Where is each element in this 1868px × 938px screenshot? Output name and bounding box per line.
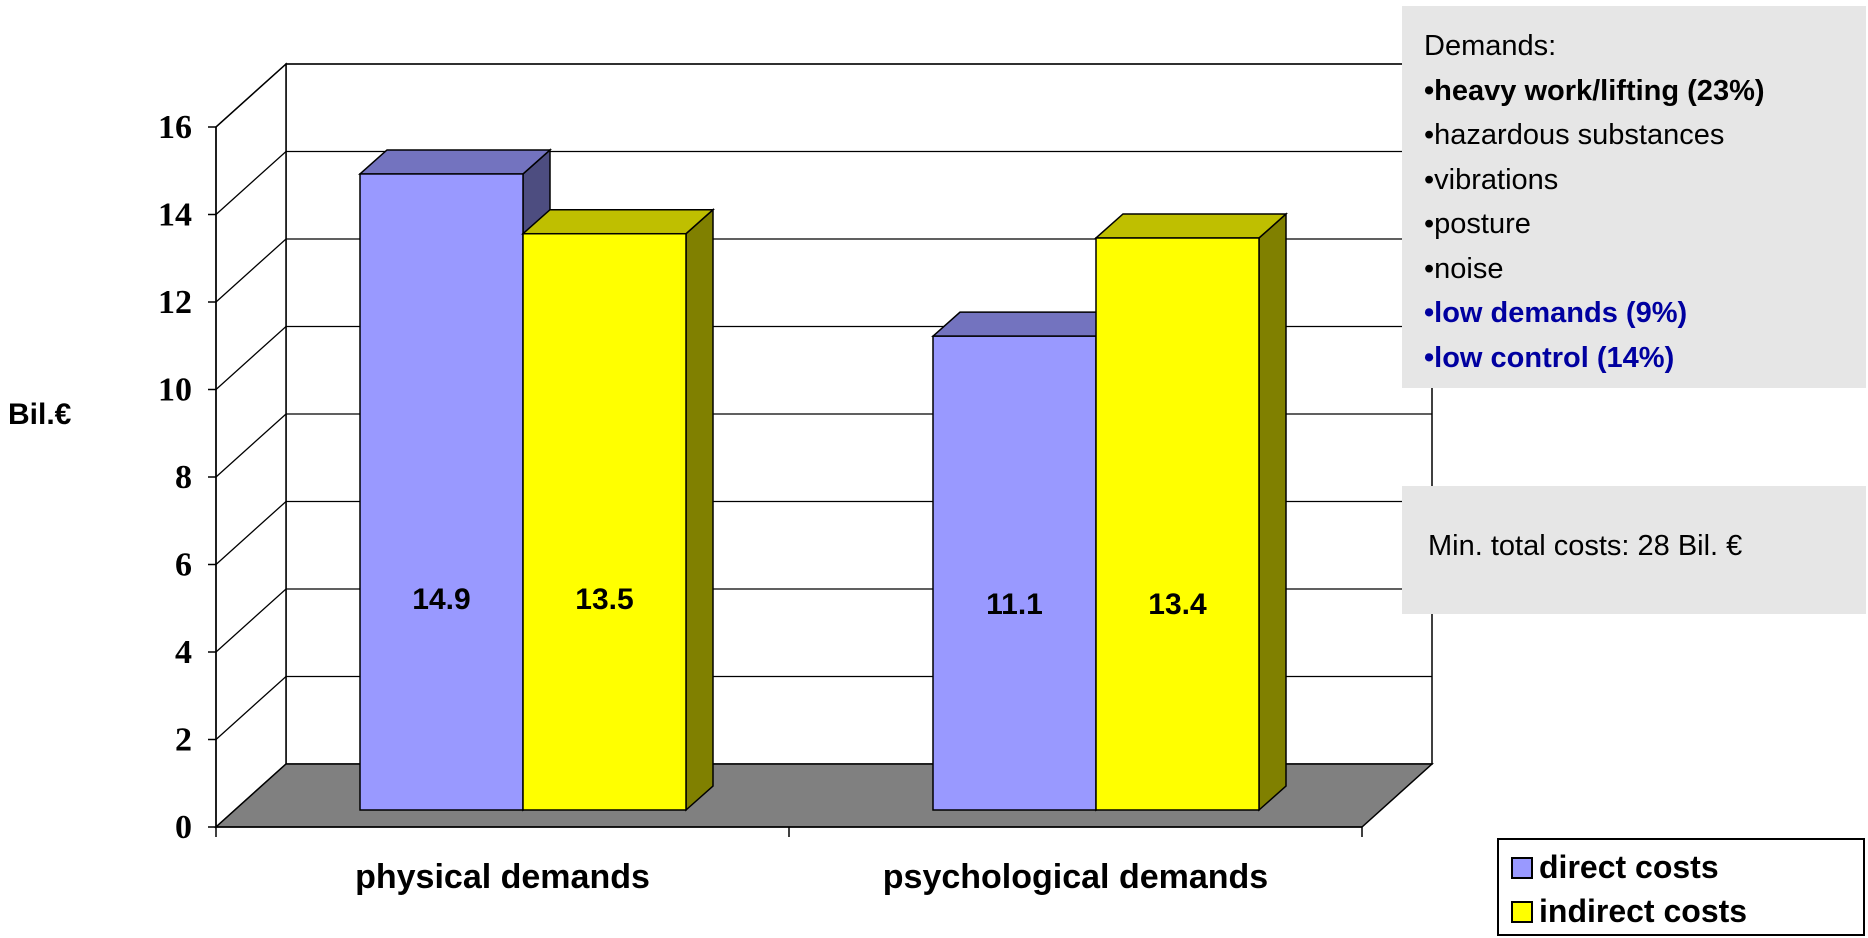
y-axis-label: Bil.€: [8, 398, 72, 431]
bar-side-face: [1258, 212, 1287, 812]
gridline: [215, 63, 1432, 128]
legend-item-indirect-costs: indirect costs: [1511, 893, 1747, 930]
bar-front-face: [932, 335, 1097, 811]
demands-item: •noise: [1424, 252, 1504, 285]
bar-top-face: [931, 311, 1125, 337]
bar-direct-costs-1: [931, 310, 1125, 812]
y-tick-label: 4: [175, 634, 192, 671]
demands-item: •low demands (9%): [1424, 297, 1688, 329]
legend-label-direct: direct costs: [1539, 849, 1719, 885]
bar-top-face: [1094, 213, 1288, 239]
data-label: 13.4: [1148, 588, 1207, 621]
legend-label-indirect: indirect costs: [1539, 893, 1748, 929]
demands-list: •heavy work/lifting (23%) •hazardous subs…: [1402, 51, 1866, 381]
legend: direct costs indirect costs: [1497, 838, 1865, 936]
bar-side-face: [685, 208, 714, 812]
y-tick-label: 14: [158, 197, 192, 234]
data-label: 14.9: [412, 583, 470, 616]
bar-front-face: [1095, 237, 1260, 811]
bar-direct-costs-0: [358, 148, 552, 812]
demands-item: •heavy work/lifting (23%): [1424, 74, 1765, 107]
y-tick-label: 2: [175, 722, 192, 759]
y-tick-label: 6: [175, 547, 192, 584]
bar-top-face: [521, 208, 715, 235]
bar-front-face: [522, 232, 687, 811]
y-tick-label: 8: [175, 459, 192, 496]
bar-front-face: [359, 173, 524, 811]
bar-top-face: [358, 149, 552, 175]
y-tick-label: 10: [158, 372, 192, 409]
total-costs-text: Min. total costs: 28 Bil. €: [1428, 530, 1743, 562]
demands-item: •hazardous substances: [1424, 119, 1725, 151]
legend-swatch-direct: [1511, 856, 1533, 879]
data-label: 11.1: [986, 588, 1043, 621]
gridline: [215, 150, 1432, 215]
total-costs-panel: Min. total costs: 28 Bil. €: [1402, 486, 1866, 614]
demands-panel: Demands: •heavy work/lifting (23%) •hazar…: [1402, 6, 1866, 388]
x-category-label: psychological demands: [883, 858, 1268, 896]
legend-item-direct-costs: direct costs: [1511, 849, 1719, 886]
legend-swatch-indirect: [1511, 900, 1533, 923]
y-tick-label: 0: [175, 809, 192, 846]
bar-indirect-costs-0: [521, 208, 715, 812]
demands-title: Demands:: [1424, 30, 1557, 62]
gridline: [215, 238, 1432, 303]
demands-item: •vibrations: [1424, 163, 1559, 196]
y-tick-label: 12: [158, 284, 192, 321]
x-category-label: physical demands: [355, 858, 650, 896]
y-tick-label: 16: [158, 109, 192, 146]
data-label: 13.5: [575, 583, 633, 616]
demands-item: •posture: [1424, 208, 1531, 240]
bar-indirect-costs-1: [1094, 212, 1288, 812]
demands-item: •low control (14%): [1424, 341, 1675, 374]
